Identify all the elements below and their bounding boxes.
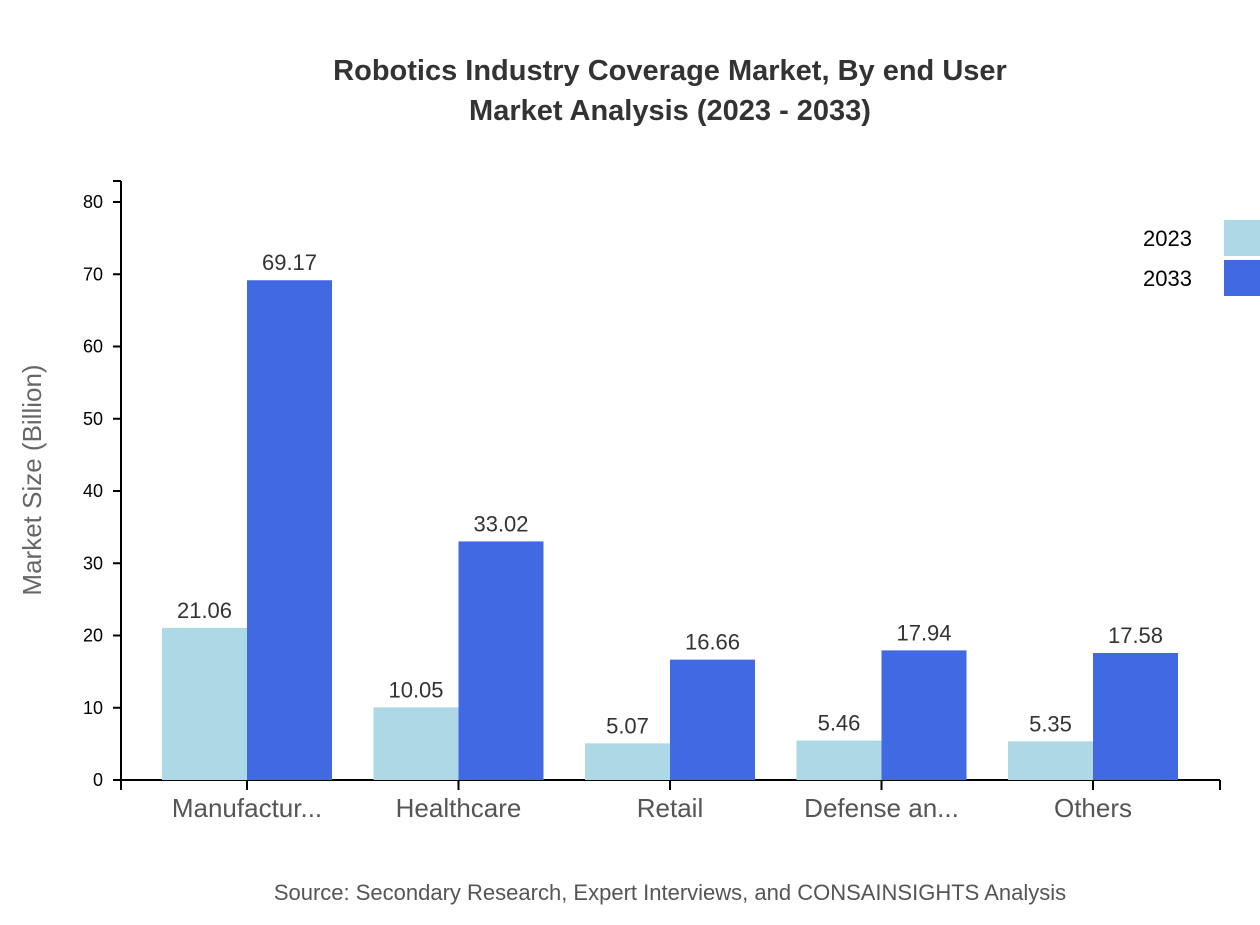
y-tick-label: 80 [83,192,103,212]
bar-2023 [1008,741,1093,780]
legend-label: 2023 [1143,226,1192,251]
bar-2023 [585,743,670,780]
data-label: 33.02 [473,511,528,536]
y-tick-label: 60 [83,337,103,357]
bar-2023 [796,740,882,780]
y-axis-label: Market Size (Billion) [17,364,47,595]
bar-2023 [162,627,247,780]
legend-swatch [1224,220,1260,256]
y-tick-label: 10 [83,698,103,718]
data-label: 5.46 [818,711,861,736]
bar-2033 [1093,652,1178,780]
legend-swatch [1224,260,1260,296]
bar-2033 [458,541,544,780]
y-tick-label: 50 [83,409,103,429]
y-tick-label: 70 [83,264,103,284]
y-tick-label: 40 [83,481,103,501]
legend-label: 2033 [1143,266,1192,291]
x-tick-label: Manufactur... [172,793,322,823]
chart-subtitle: Market Analysis (2023 - 2033) [469,95,871,127]
data-label: 21.06 [177,598,232,623]
bar-2033 [247,280,332,780]
data-label: 16.66 [685,630,740,655]
x-tick-label: Healthcare [396,793,522,823]
bar-2023 [373,707,459,780]
y-tick-label: 0 [93,770,103,790]
y-tick-label: 20 [83,626,103,646]
data-label: 17.58 [1108,623,1163,648]
bar-2033 [670,659,755,780]
source-note: Source: Secondary Research, Expert Inter… [274,880,1066,905]
data-label: 5.35 [1029,711,1072,736]
bar-2033 [881,650,967,780]
chart-title: Robotics Industry Coverage Market, By en… [333,55,1007,87]
x-tick-label: Defense an... [804,793,959,823]
data-label: 10.05 [388,677,443,702]
data-label: 69.17 [262,250,317,275]
data-label: 17.94 [896,620,951,645]
x-tick-label: Retail [637,793,703,823]
y-tick-label: 30 [83,553,103,573]
x-tick-label: Others [1054,793,1132,823]
data-label: 5.07 [606,713,649,738]
